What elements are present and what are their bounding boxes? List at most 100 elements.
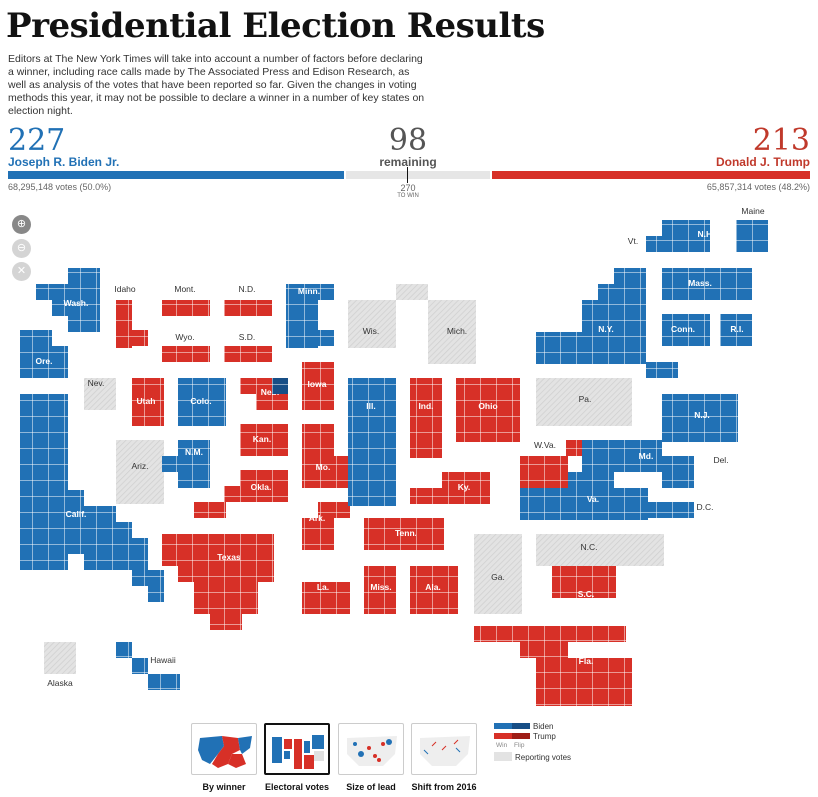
state-label-mn: Minn.: [298, 286, 320, 296]
state-ar[interactable]: Ark.: [302, 502, 350, 550]
state-vt[interactable]: Vt.: [628, 236, 662, 252]
view-size-of-lead[interactable]: [338, 723, 404, 775]
state-al[interactable]: Ala.: [410, 566, 458, 614]
legend-trump-flip-swatch: [512, 733, 530, 739]
view-label-shift-from-2016[interactable]: Shift from 2016: [411, 782, 477, 792]
state-wy[interactable]: Wyo.: [162, 332, 210, 362]
state-label-nj: N.J.: [694, 410, 710, 420]
state-nj[interactable]: N.J.: [662, 394, 738, 442]
state-oh[interactable]: Ohio: [456, 378, 520, 442]
state-label-de: Del.: [713, 455, 728, 465]
state-label-ct: Conn.: [671, 324, 695, 334]
legend-biden-swatch: [494, 723, 512, 729]
view-label-by-winner[interactable]: By winner: [202, 782, 246, 792]
state-pa[interactable]: Pa.: [536, 378, 632, 426]
trump-name: Donald J. Trump: [715, 155, 810, 169]
state-or[interactable]: Ore.: [20, 330, 68, 378]
legend-reporting-swatch: [494, 752, 512, 761]
state-ne[interactable]: Neb.: [240, 378, 288, 410]
state-mn[interactable]: Minn.: [286, 284, 334, 348]
state-co[interactable]: Colo.: [178, 378, 226, 426]
reset-icon[interactable]: ✕: [12, 262, 31, 281]
zoom-out-icon[interactable]: ⊖: [12, 239, 31, 258]
tile-grid: [410, 378, 442, 458]
state-sd[interactable]: S.D.: [224, 332, 272, 362]
view-electoral-votes[interactable]: [264, 723, 330, 775]
tile-grid: [646, 236, 662, 252]
tile-grid: [224, 346, 272, 362]
state-ma[interactable]: Mass.: [662, 268, 752, 300]
state-ky[interactable]: Ky.: [410, 472, 490, 504]
tile-grid: [178, 378, 226, 426]
state-ri[interactable]: R.I.: [720, 314, 752, 346]
biden-bar: [8, 171, 345, 179]
tile-grid: [178, 566, 274, 582]
remaining-label: remaining: [379, 155, 437, 169]
trump-electoral-votes: 213: [752, 123, 810, 158]
tile-grid: [36, 284, 100, 300]
view-shift-from-2016[interactable]: [411, 723, 477, 775]
tile-grid: [148, 674, 180, 690]
state-nh[interactable]: N.H.: [662, 220, 715, 252]
state-dc[interactable]: D.C.: [646, 502, 714, 518]
state-wa[interactable]: Wash.: [36, 268, 100, 332]
state-ga[interactable]: Ga.: [474, 534, 522, 614]
state-nv[interactable]: Nev.: [84, 378, 116, 410]
state-ks[interactable]: Kan.: [240, 424, 288, 456]
tile-grid: [194, 582, 258, 614]
state-il[interactable]: Ill.: [348, 378, 396, 506]
state-label-tx: Texas: [217, 552, 241, 562]
state-ct[interactable]: Conn.: [662, 314, 710, 346]
state-label-md: Md.: [639, 451, 654, 461]
state-la[interactable]: La.: [302, 582, 350, 614]
state-va[interactable]: Va.: [520, 472, 648, 520]
state-tile: [536, 534, 664, 566]
view-by-winner[interactable]: [191, 723, 257, 775]
tile-grid: [116, 522, 132, 570]
tile-grid: [68, 316, 100, 332]
state-tn[interactable]: Tenn.: [364, 518, 444, 550]
state-de[interactable]: Del.: [662, 455, 729, 488]
state-tx[interactable]: Texas: [162, 502, 274, 630]
zoom-in-icon[interactable]: ⊕: [12, 215, 31, 234]
state-mt[interactable]: Mont.: [162, 284, 210, 316]
state-fl[interactable]: Fla.: [474, 626, 632, 706]
state-md[interactable]: Md.: [582, 440, 662, 472]
state-id[interactable]: Idaho: [114, 284, 148, 348]
state-tile: [84, 378, 116, 410]
state-tile: [44, 642, 76, 674]
to-win-label: TO WIN: [397, 193, 419, 199]
state-ms[interactable]: Miss.: [364, 566, 396, 614]
state-label-ne: Neb.: [261, 387, 279, 397]
state-sc[interactable]: S.C.: [552, 566, 616, 599]
state-nm[interactable]: N.M.: [162, 440, 210, 488]
state-label-co: Colo.: [190, 396, 211, 406]
state-in[interactable]: Ind.: [410, 378, 442, 458]
state-wi[interactable]: Wis.: [348, 300, 396, 348]
state-ut[interactable]: Utah: [132, 378, 164, 426]
state-hi[interactable]: Hawaii: [116, 642, 180, 690]
state-az[interactable]: Ariz.: [116, 440, 164, 504]
state-me[interactable]: Maine: [736, 206, 768, 252]
state-mi[interactable]: Mich.: [396, 284, 476, 364]
view-label-size-of-lead[interactable]: Size of lead: [346, 782, 396, 792]
state-ia[interactable]: Iowa: [302, 362, 334, 410]
state-label-ar: Ark.: [309, 513, 326, 523]
state-ak[interactable]: Alaska: [44, 642, 76, 688]
tile-grid: [598, 284, 646, 300]
state-ok[interactable]: Okla.: [224, 470, 288, 502]
tile-grid: [318, 330, 334, 346]
state-wv[interactable]: W.Va.: [520, 440, 582, 488]
state-ny[interactable]: N.Y.: [536, 268, 678, 378]
state-mo[interactable]: Mo.: [302, 424, 350, 488]
trump-bar: [492, 171, 810, 179]
tile-grid: [240, 378, 272, 394]
size-of-lead-thumb: [347, 736, 397, 766]
tile-grid: [662, 314, 710, 346]
view-label-electoral-votes[interactable]: Electoral votes: [264, 782, 330, 792]
state-nc[interactable]: N.C.: [536, 534, 664, 566]
state-nd[interactable]: N.D.: [224, 284, 272, 316]
state-ca[interactable]: Calif.: [20, 394, 164, 602]
state-label-ok: Okla.: [251, 482, 272, 492]
tile-grid: [736, 220, 768, 252]
